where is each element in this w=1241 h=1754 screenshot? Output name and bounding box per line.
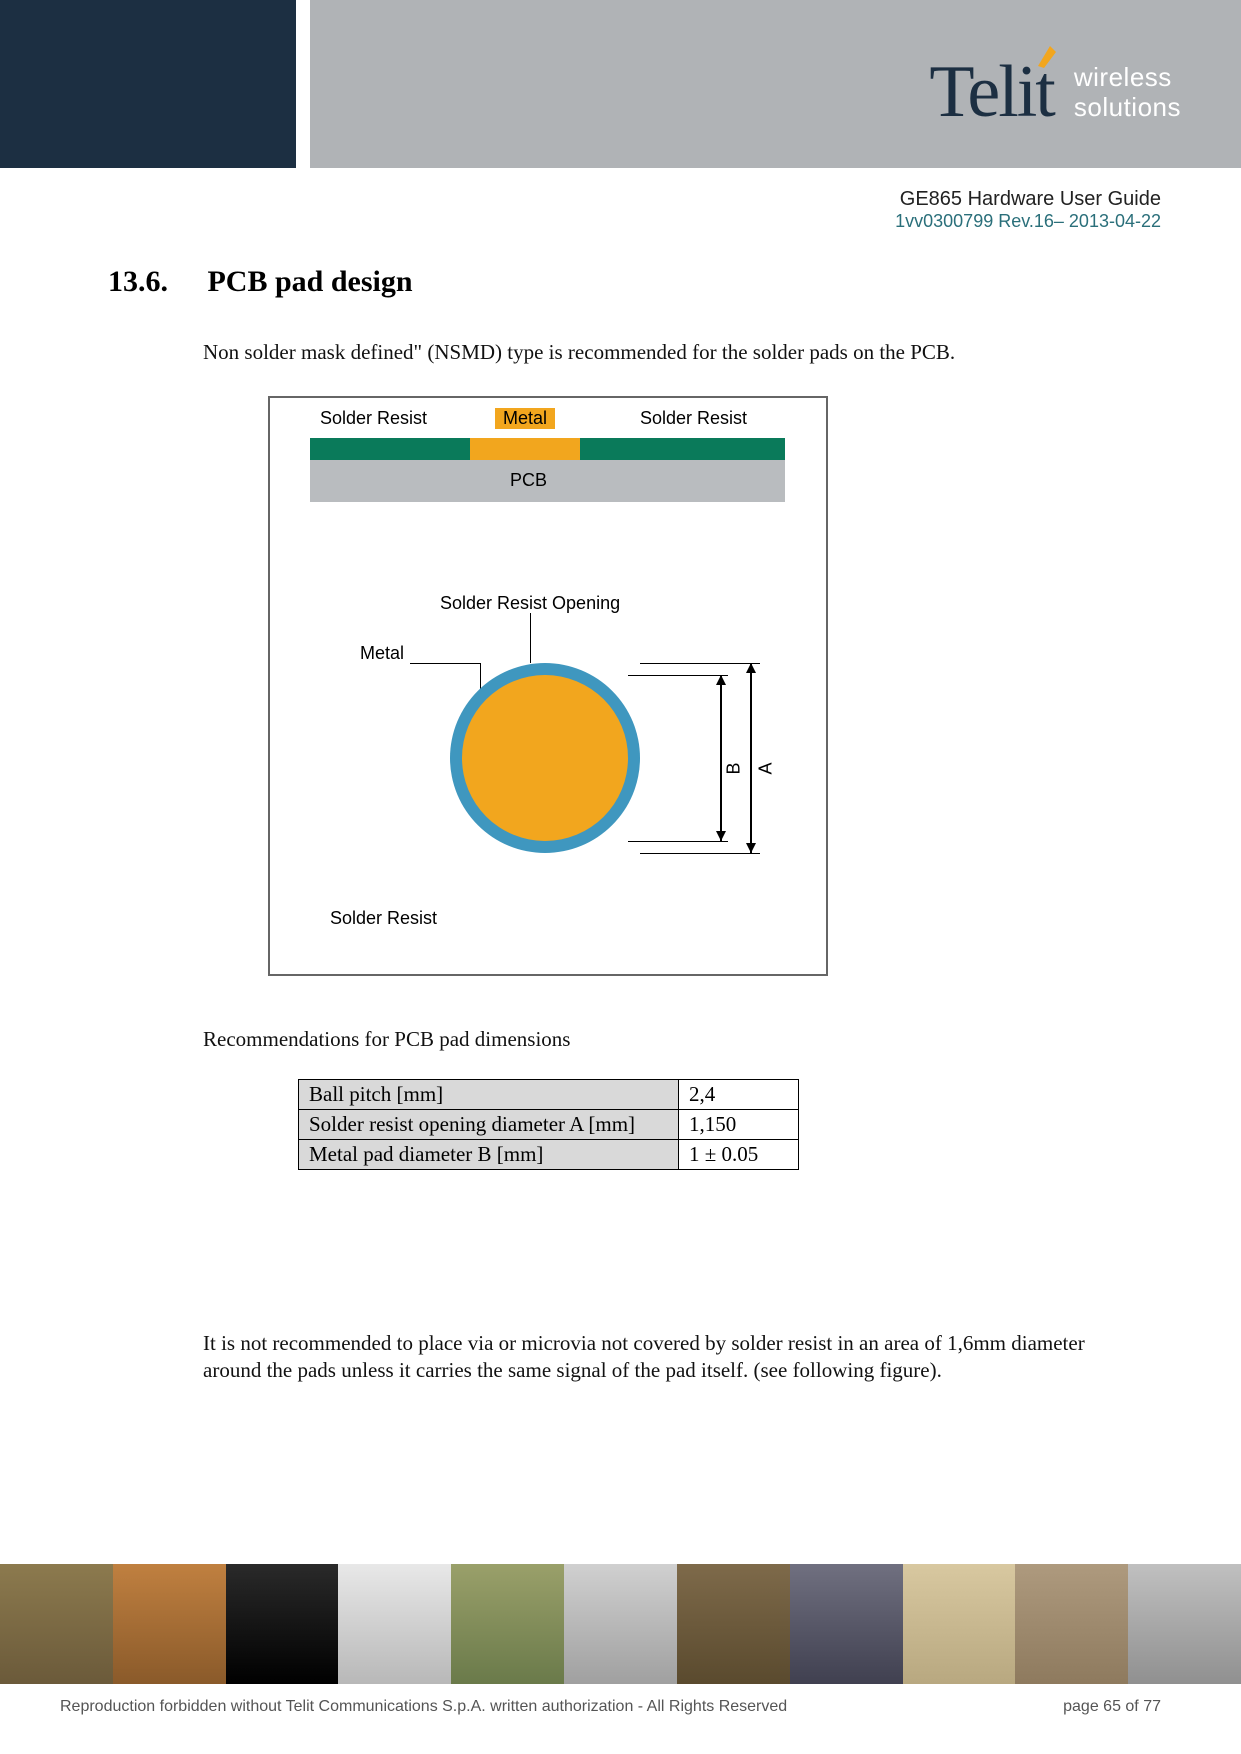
dim-a-arrow-bot: [746, 843, 756, 853]
dim-b-line: [720, 675, 722, 841]
ext-b-top: [628, 675, 728, 676]
label-solder-resist-bottom: Solder Resist: [330, 908, 437, 929]
page-header: Telit wireless solutions: [0, 0, 1241, 168]
ext-a-top: [640, 663, 760, 664]
nsmd-diagram: Solder Resist Metal Solder Resist PCB So…: [268, 396, 848, 976]
footer-thumb: [790, 1564, 903, 1684]
logo: Telit wireless solutions: [929, 50, 1181, 135]
dim-a-label: A: [756, 763, 777, 775]
dimension-table: Ball pitch [mm] 2,4 Solder resist openin…: [298, 1079, 799, 1170]
footer-copyright: Reproduction forbidden without Telit Com…: [60, 1698, 787, 1716]
footer-thumb: [113, 1564, 226, 1684]
ext-a-bot: [640, 853, 760, 854]
resist-bar-right: [580, 438, 785, 460]
label-pcb: PCB: [510, 470, 547, 491]
leader-sro: [530, 613, 531, 663]
table-label: Ball pitch [mm]: [299, 1079, 679, 1109]
table-label: Metal pad diameter B [mm]: [299, 1139, 679, 1169]
logo-tagline: wireless solutions: [1074, 63, 1181, 123]
metal-bar: [470, 438, 580, 460]
metal-pad-circle: [462, 675, 628, 841]
section-number: 13.6.: [108, 265, 203, 299]
dim-b-label: B: [724, 763, 745, 775]
label-sro: Solder Resist Opening: [440, 593, 620, 614]
footer-thumb: [338, 1564, 451, 1684]
logo-text: Telit: [929, 50, 1054, 135]
logo-accent-icon: [1034, 44, 1060, 70]
dim-b-arrow-top: [716, 675, 726, 685]
diagram-frame: Solder Resist Metal Solder Resist PCB So…: [268, 396, 828, 976]
dim-b-arrow-bot: [716, 831, 726, 841]
via-note-paragraph: It is not recommended to place via or mi…: [203, 1330, 1103, 1385]
footer-image-strip: [0, 1564, 1241, 1684]
dim-a-arrow-top: [746, 663, 756, 673]
table-label: Solder resist opening diameter A [mm]: [299, 1109, 679, 1139]
header-navy-block: [0, 0, 296, 168]
table-value: 1,150: [679, 1109, 799, 1139]
section-title: PCB pad design: [207, 265, 412, 298]
label-solder-resist-left: Solder Resist: [320, 408, 427, 429]
table-row: Ball pitch [mm] 2,4: [299, 1079, 799, 1109]
footer-page-number: page 65 of 77: [1063, 1698, 1161, 1716]
label-metal-pad: Metal: [360, 643, 404, 664]
resist-bar-left: [310, 438, 470, 460]
leader-metal-h: [410, 663, 480, 664]
footer-thumb: [564, 1564, 677, 1684]
table-value: 2,4: [679, 1079, 799, 1109]
tagline-line1: wireless: [1074, 63, 1181, 93]
footer-thumb: [451, 1564, 564, 1684]
label-solder-resist-right: Solder Resist: [640, 408, 747, 429]
footer-thumb: [903, 1564, 1016, 1684]
doc-revision: 1vv0300799 Rev.16– 2013-04-22: [895, 211, 1161, 232]
ext-b-bot: [628, 841, 728, 842]
footer-thumb: [0, 1564, 113, 1684]
footer-thumb: [226, 1564, 339, 1684]
intro-paragraph: Non solder mask defined" (NSMD) type is …: [203, 339, 1103, 366]
label-metal-top: Metal: [495, 408, 555, 429]
dim-a-line: [750, 663, 752, 853]
table-row: Metal pad diameter B [mm] 1 ± 0.05: [299, 1139, 799, 1169]
recommend-paragraph: Recommendations for PCB pad dimensions: [203, 1026, 1103, 1053]
tagline-line2: solutions: [1074, 93, 1181, 123]
pcb-bar: [310, 460, 785, 502]
footer-thumb: [1015, 1564, 1128, 1684]
page-content: 13.6. PCB pad design Non solder mask def…: [108, 265, 1148, 1384]
footer-thumb: [1128, 1564, 1241, 1684]
pad-area: Solder Resist Opening Metal: [310, 608, 790, 938]
header-grey-block: Telit wireless solutions: [310, 0, 1241, 168]
doc-title: GE865 Hardware User Guide: [895, 188, 1161, 211]
table-value: 1 ± 0.05: [679, 1139, 799, 1169]
section-heading: 13.6. PCB pad design: [108, 265, 1148, 299]
table-row: Solder resist opening diameter A [mm] 1,…: [299, 1109, 799, 1139]
footer-thumb: [677, 1564, 790, 1684]
doc-subheader: GE865 Hardware User Guide 1vv0300799 Rev…: [895, 188, 1161, 232]
